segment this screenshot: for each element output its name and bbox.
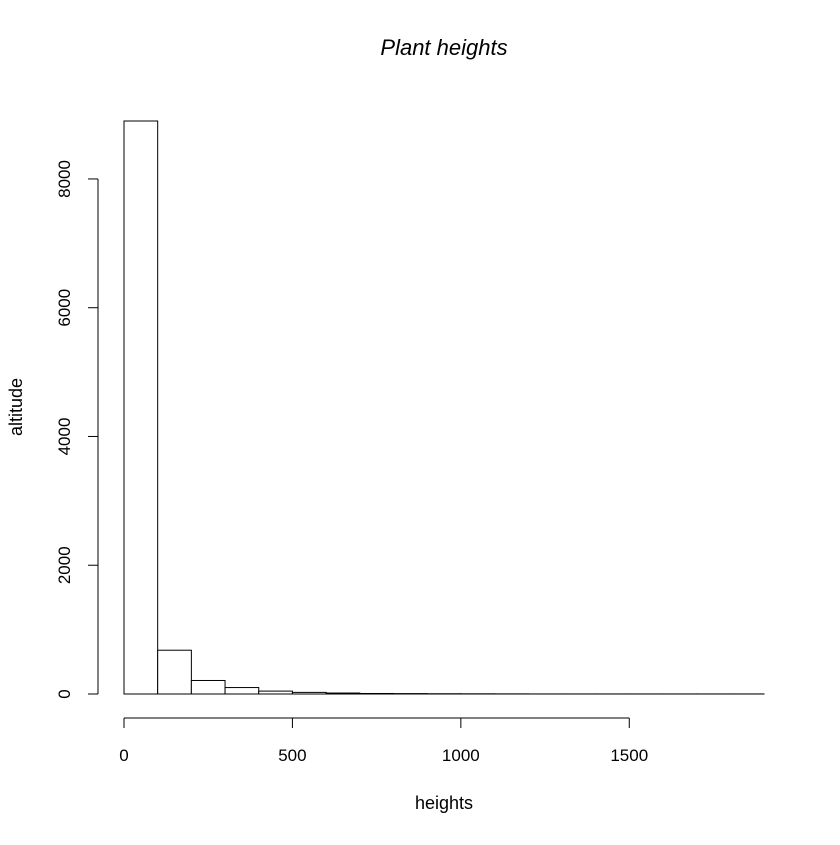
y-tick-label: 6000: [55, 289, 74, 327]
y-axis-label: altitude: [6, 378, 26, 436]
x-tick-label: 1000: [442, 746, 480, 765]
x-tick-label: 1500: [610, 746, 648, 765]
histogram-bar: [326, 693, 360, 694]
y-tick-label: 4000: [55, 418, 74, 456]
x-tick-label: 500: [278, 746, 306, 765]
y-axis: 0 2000 4000 6000 8000: [55, 160, 98, 699]
x-tick-label: 0: [119, 746, 128, 765]
histogram-bar: [158, 650, 192, 694]
y-tick-label: 0: [55, 689, 74, 698]
chart-title: Plant heights: [380, 35, 507, 60]
histogram-bar: [191, 680, 225, 694]
histogram-bar: [259, 691, 293, 694]
y-tick-label: 8000: [55, 160, 74, 198]
bars-layer: [124, 121, 764, 694]
x-axis-label: heights: [415, 793, 473, 813]
y-tick-label: 2000: [55, 546, 74, 584]
x-axis: 0 500 1000 1500: [119, 718, 648, 765]
histogram-bar: [124, 121, 158, 694]
histogram-bar: [360, 693, 394, 694]
histogram-bar: [292, 692, 326, 694]
histogram-bar: [225, 688, 259, 694]
